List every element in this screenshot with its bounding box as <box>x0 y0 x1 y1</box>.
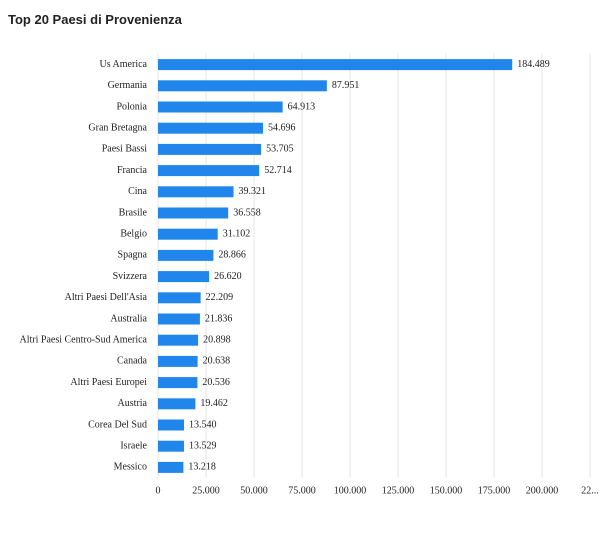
value-label: 20.536 <box>202 377 230 388</box>
x-tick-label: 0 <box>156 485 161 496</box>
y-tick-label: Svizzera <box>113 271 148 282</box>
bar <box>158 292 201 304</box>
y-tick-label: Brasile <box>119 207 148 218</box>
bar <box>158 122 264 134</box>
x-tick-label: 175.000 <box>478 485 511 496</box>
y-tick-label: Francia <box>117 165 148 176</box>
bar <box>158 186 234 198</box>
bar <box>158 59 513 71</box>
value-label: 31.102 <box>223 228 251 239</box>
x-tick-label: 50.000 <box>240 485 268 496</box>
x-tick-label: 25.000 <box>192 485 220 496</box>
bar <box>158 80 327 92</box>
value-label: 20.898 <box>203 334 231 345</box>
value-label: 184.489 <box>517 59 550 70</box>
x-tick-label: 22... <box>581 485 599 496</box>
bar <box>158 461 184 473</box>
y-tick-label: Austria <box>118 398 148 409</box>
value-label: 53.705 <box>266 144 294 155</box>
bar <box>158 271 210 283</box>
bar <box>158 355 198 367</box>
bar <box>158 377 198 389</box>
y-tick-label: Us America <box>100 59 148 70</box>
value-label: 13.540 <box>189 419 217 430</box>
value-label: 52.714 <box>264 165 292 176</box>
y-tick-label: Cina <box>128 186 147 197</box>
chart-title: Top 20 Paesi di Provenienza <box>8 12 183 27</box>
bar <box>158 440 184 452</box>
bar <box>158 419 184 431</box>
value-label: 19.462 <box>200 398 228 409</box>
value-label: 39.321 <box>238 186 266 197</box>
value-label: 13.529 <box>189 440 217 451</box>
y-tick-label: Altri Paesi Centro-Sud America <box>20 334 148 345</box>
bar <box>158 334 199 346</box>
value-label: 64.913 <box>288 101 316 112</box>
bar <box>158 228 218 240</box>
y-tick-label: Spagna <box>118 250 148 261</box>
y-tick-label: Altri Paesi Europei <box>70 377 147 388</box>
x-tick-label: 100.000 <box>334 485 367 496</box>
bar <box>158 398 196 410</box>
y-tick-label: Australia <box>110 313 147 324</box>
y-tick-label: Israele <box>120 440 147 451</box>
y-tick-label: Paesi Bassi <box>102 144 148 155</box>
value-label: 22.209 <box>206 292 234 303</box>
value-label: 87.951 <box>332 80 360 91</box>
bar <box>158 101 283 113</box>
y-tick-label: Belgio <box>120 228 147 239</box>
value-label: 54.696 <box>268 122 296 133</box>
x-tick-label: 125.000 <box>382 485 415 496</box>
value-label: 36.558 <box>233 207 260 218</box>
value-label: 13.218 <box>188 462 216 473</box>
x-tick-label: 150.000 <box>430 485 463 496</box>
value-label: 21.836 <box>205 313 233 324</box>
y-tick-label: Gran Bretagna <box>88 122 147 133</box>
value-label: 28.866 <box>218 250 246 261</box>
y-tick-label: Messico <box>114 462 147 473</box>
x-tick-label: 75.000 <box>288 485 316 496</box>
y-tick-label: Altri Paesi Dell'Asia <box>65 292 148 303</box>
value-label: 26.620 <box>214 271 242 282</box>
value-label: 20.638 <box>203 356 231 367</box>
bar <box>158 165 260 177</box>
bar <box>158 207 229 219</box>
y-tick-label: Polonia <box>116 101 147 112</box>
bar <box>158 249 214 261</box>
y-tick-label: Corea Del Sud <box>88 419 147 430</box>
bar <box>158 313 200 325</box>
y-tick-label: Germania <box>108 80 148 91</box>
x-tick-label: 200.000 <box>526 485 559 496</box>
bar <box>158 143 262 155</box>
y-tick-label: Canada <box>117 356 148 367</box>
